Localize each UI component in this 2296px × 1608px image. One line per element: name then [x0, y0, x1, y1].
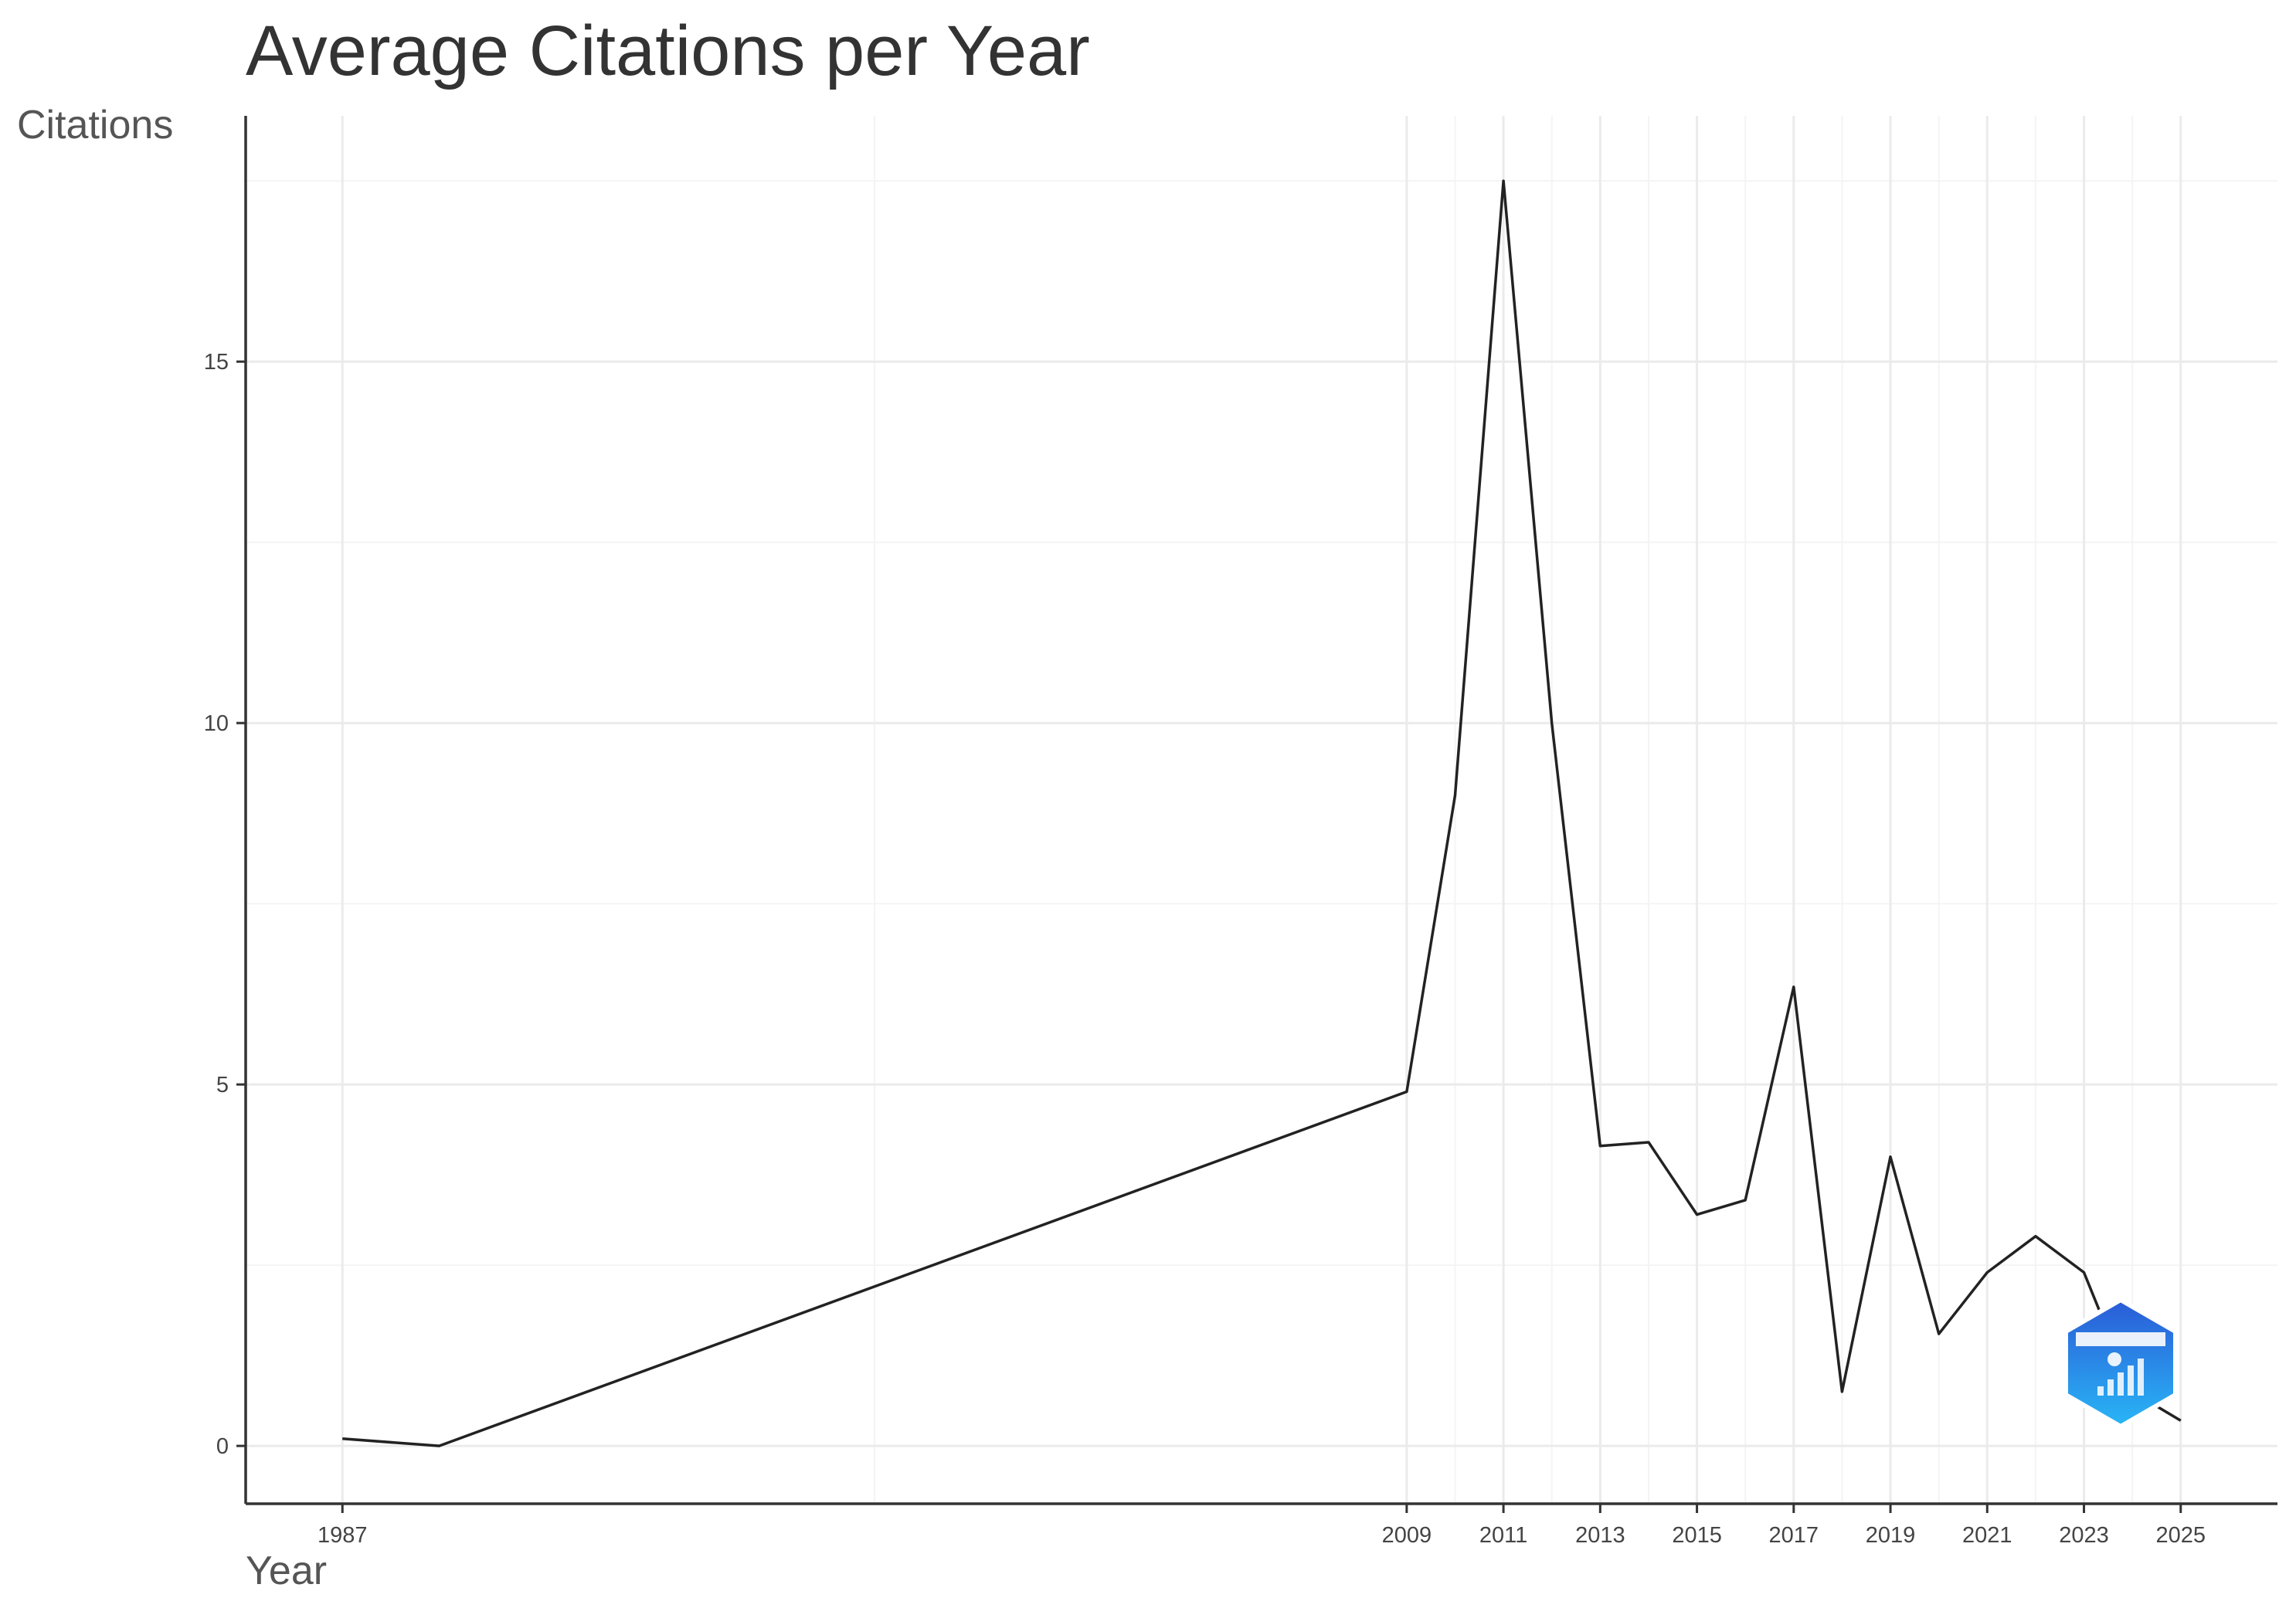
series-average-citations [342, 179, 2182, 1447]
y-tick-label-5: 5 [216, 1073, 229, 1097]
x-tick-label-1987: 1987 [318, 1523, 368, 1548]
x-tick-label-2013: 2013 [1575, 1523, 1625, 1548]
logo-bar [2138, 1359, 2144, 1396]
logo-bar [2118, 1372, 2124, 1396]
x-axis-label: Year [246, 1549, 328, 1593]
x-tick-label-2023: 2023 [2059, 1523, 2109, 1548]
y-axis-label: Citations [17, 103, 174, 148]
x-tick-label-2015: 2015 [1672, 1523, 1722, 1548]
minor-gridlines [246, 116, 2277, 1504]
tick-labels: 0 5 10 15 1987 2009 2011 2013 2015 2017 2019 2021 20… [204, 350, 2206, 1548]
y-tick-label-10: 10 [204, 711, 229, 736]
chart-title: Average Citations per Year [246, 12, 1090, 90]
x-tick-label-2025: 2025 [2156, 1523, 2206, 1548]
x-tick-label-2019: 2019 [1866, 1523, 1916, 1548]
series-line [342, 179, 2182, 1447]
x-tick-label-2011: 2011 [1479, 1523, 1527, 1548]
hexagon-logo-icon [2063, 1297, 2178, 1430]
logo-bar [2107, 1379, 2114, 1396]
x-tick-label-2021: 2021 [1962, 1523, 2012, 1548]
logo-bar [2128, 1365, 2134, 1396]
x-tick-label-2017: 2017 [1769, 1523, 1819, 1548]
axes [236, 116, 2277, 1513]
logo-banner [2076, 1332, 2165, 1346]
y-tick-label-15: 15 [204, 350, 229, 375]
x-tick-label-2009: 2009 [1382, 1523, 1432, 1548]
logo-bar [2097, 1386, 2104, 1396]
major-gridlines [246, 116, 2277, 1504]
logo-hexagon [2063, 1297, 2178, 1430]
y-tick-label-0: 0 [216, 1434, 229, 1459]
logo-figure [2107, 1352, 2121, 1366]
